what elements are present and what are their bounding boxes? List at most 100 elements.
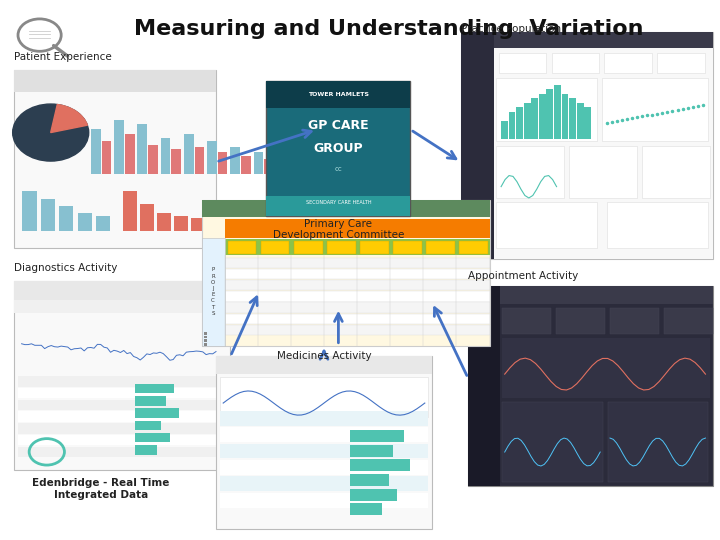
Bar [191, 218, 205, 231]
Bar [350, 444, 393, 457]
Bar [608, 402, 708, 482]
Bar [350, 474, 389, 486]
Bar [230, 147, 240, 173]
Bar [253, 152, 264, 173]
Bar [610, 308, 659, 334]
Bar [220, 444, 428, 458]
Bar [220, 427, 428, 442]
Bar [220, 476, 428, 491]
Bar [554, 85, 561, 139]
Bar [22, 191, 37, 231]
Bar [225, 325, 490, 335]
Bar [552, 53, 599, 73]
Text: Medicines Activity: Medicines Activity [276, 351, 372, 361]
Bar [135, 408, 179, 418]
Bar [148, 145, 158, 173]
Bar [546, 89, 553, 139]
Bar [393, 241, 422, 254]
Bar [114, 120, 124, 173]
Bar [135, 445, 157, 455]
Bar [261, 241, 289, 254]
Bar [194, 147, 204, 173]
Bar [14, 281, 230, 470]
Bar [605, 53, 652, 73]
Bar [18, 400, 227, 410]
Text: GP CARE: GP CARE [308, 119, 369, 132]
Bar [664, 308, 713, 334]
Bar [496, 202, 597, 248]
Bar [225, 314, 490, 324]
Bar [350, 459, 410, 471]
FancyBboxPatch shape [266, 81, 410, 216]
Bar [216, 356, 432, 374]
Bar [569, 98, 576, 139]
Bar [204, 332, 207, 335]
Bar [41, 199, 55, 231]
Bar [468, 286, 713, 486]
Bar [569, 146, 637, 198]
Bar [225, 258, 490, 268]
Bar [642, 146, 710, 198]
Bar [494, 32, 713, 48]
Bar [225, 269, 490, 279]
Bar [360, 241, 389, 254]
Bar [501, 121, 508, 139]
Bar [327, 241, 356, 254]
Bar [459, 241, 488, 254]
Bar [18, 447, 227, 457]
Text: cc: cc [335, 166, 342, 172]
Bar [556, 308, 605, 334]
Bar [498, 53, 546, 73]
Text: Patient Experience: Patient Experience [14, 52, 112, 62]
Bar [539, 93, 546, 139]
Bar [184, 134, 194, 173]
Bar [202, 238, 225, 346]
Bar [18, 435, 227, 445]
Bar [607, 202, 708, 248]
Text: Appointment Activity: Appointment Activity [468, 271, 578, 281]
Bar [220, 460, 428, 475]
Bar [216, 356, 432, 529]
Bar [585, 107, 591, 139]
Bar [207, 141, 217, 173]
Bar [461, 32, 494, 259]
Bar [350, 430, 404, 442]
Bar [59, 206, 73, 231]
Bar [266, 81, 410, 108]
Bar [266, 195, 410, 216]
Text: Measuring and Understanding  Variation: Measuring and Understanding Variation [134, 19, 644, 39]
Bar [220, 411, 428, 426]
Bar [202, 200, 490, 217]
Text: TOWER HAMLETS: TOWER HAMLETS [308, 92, 369, 97]
Bar [174, 217, 188, 231]
Text: Primary Care
Development Committee: Primary Care Development Committee [273, 219, 404, 240]
Bar [14, 281, 230, 300]
Bar [562, 93, 568, 139]
Text: Practice Population: Practice Population [461, 24, 561, 35]
Bar [503, 308, 552, 334]
Bar [225, 219, 490, 238]
Bar [171, 148, 181, 173]
Bar [204, 336, 207, 338]
Bar [208, 220, 222, 231]
Bar [204, 343, 207, 346]
Bar [225, 280, 490, 291]
Bar [14, 300, 230, 313]
Bar [135, 396, 166, 406]
Bar [161, 138, 171, 173]
Text: P
R
O
J
E
C
T
S: P R O J E C T S [211, 267, 215, 316]
Bar [225, 292, 490, 301]
Bar [96, 217, 110, 231]
Bar [468, 286, 500, 486]
Bar [18, 423, 227, 434]
Text: Edenbridge - Real Time
Integrated Data: Edenbridge - Real Time Integrated Data [32, 478, 169, 500]
Bar [135, 384, 174, 393]
Bar [503, 402, 603, 482]
Bar [524, 103, 531, 139]
Bar [577, 103, 583, 139]
Bar [350, 489, 397, 501]
Bar [350, 503, 382, 515]
Bar [241, 156, 251, 173]
Bar [14, 70, 216, 92]
Bar [217, 152, 228, 173]
